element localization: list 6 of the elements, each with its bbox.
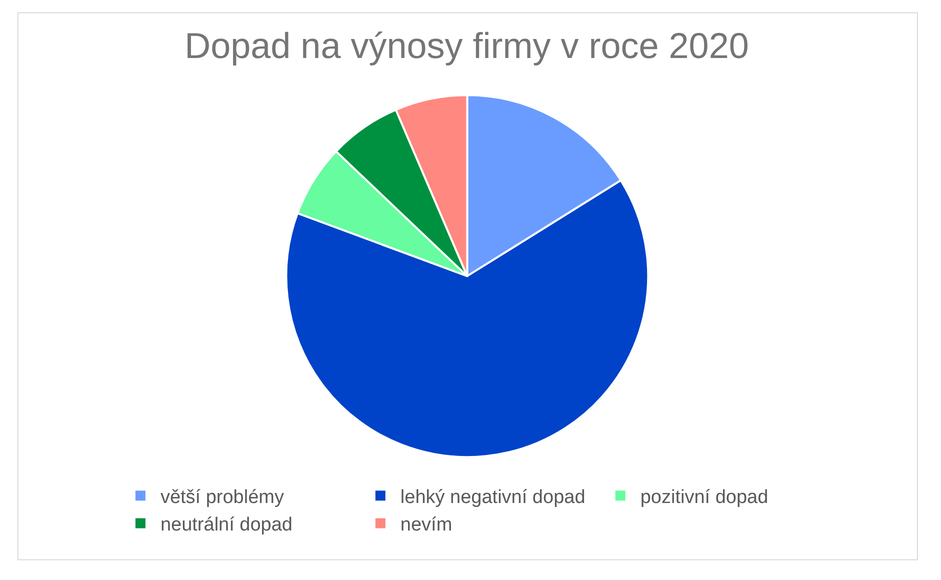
legend-label: neutrální dopad (160, 514, 293, 536)
chart-title: Dopad na výnosy firmy v roce 2020 (184, 24, 749, 66)
legend-label: nevím (400, 514, 452, 536)
legend-label: větší problémy (160, 487, 284, 508)
legend-label: lehký negativní dopad (400, 487, 586, 508)
legend-label: pozitivní dopad (640, 487, 768, 508)
